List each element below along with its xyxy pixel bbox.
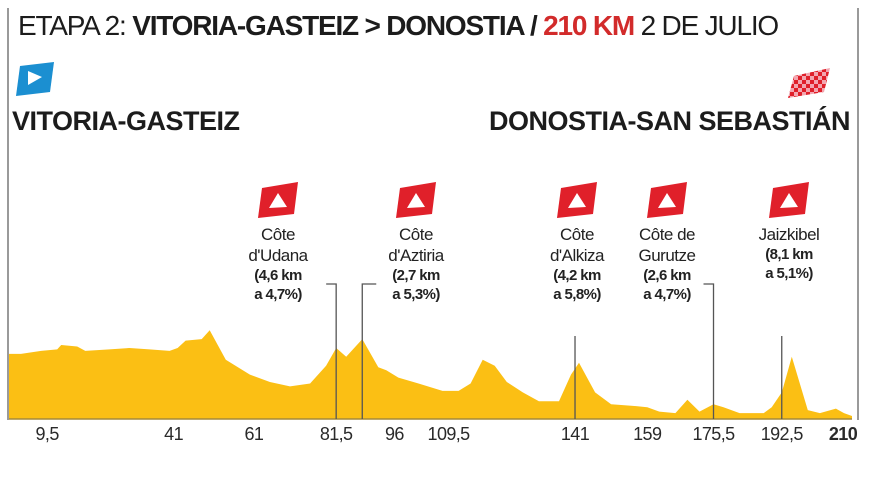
climb-name-line2: d'Alkiza: [549, 246, 605, 265]
stage-route: VITORIA-GASTEIZ > DONOSTIA /: [132, 10, 538, 41]
climb-gradient: a 4,7%): [643, 286, 691, 303]
x-tick-label: 159: [633, 424, 662, 444]
climb-length: (4,2 km: [553, 267, 601, 284]
x-tick-label: 141: [560, 424, 590, 444]
climb-name-line2: Gurutze: [638, 246, 696, 265]
left-border: [7, 8, 9, 420]
stage-title: ETAPA 2: VITORIA-GASTEIZ > DONOSTIA / 21…: [18, 8, 780, 44]
climb-name: Jaizkibel: [758, 225, 820, 244]
climb-name-line2: d'Udana: [248, 246, 308, 265]
climb-leader-line: [326, 283, 337, 419]
stage-distance: 210 KM: [543, 10, 635, 41]
climb-label: Côte d'Alkiza (4,2 km a 5,8%): [522, 180, 632, 304]
x-tick-label: 41: [164, 424, 183, 444]
x-tick-label: 81,5: [319, 424, 353, 444]
checkered-flag-icon: [788, 68, 830, 98]
x-tick-label: 192,5: [760, 424, 804, 444]
climb-gradient: a 5,3%): [392, 286, 440, 303]
climb-name: Côte: [560, 225, 594, 244]
start-flag-icon: [16, 62, 54, 96]
climb-leader-line: [361, 283, 377, 419]
stage-date: 2 DE JULIO: [640, 10, 780, 41]
x-tick-label: 210: [828, 424, 858, 444]
x-tick-label: 109,5: [427, 424, 471, 444]
climb-name: Côte de: [638, 225, 696, 244]
climb-name-line2: d'Aztiria: [388, 246, 444, 265]
stage-label: ETAPA 2:: [18, 10, 127, 41]
climb-gradient: a 5,1%): [765, 265, 813, 282]
finish-city: DONOSTIA-SAN SEBASTIÁN: [488, 106, 851, 136]
climb-name: Côte: [261, 225, 295, 244]
x-tick-label: 9,5: [35, 424, 60, 444]
mountain-climb-icon: [557, 182, 597, 218]
climb-gradient: a 5,8%): [553, 286, 601, 303]
climb-label: Jaizkibel (8,1 km a 5,1%): [734, 180, 844, 283]
x-tick-label: 61: [244, 424, 264, 444]
start-city: VITORIA-GASTEIZ: [12, 106, 240, 136]
climb-length: (2,7 km: [392, 267, 440, 284]
mountain-climb-icon: [647, 182, 687, 218]
climb-label: Côte de Gurutze (2,6 km a 4,7%): [612, 180, 722, 304]
climb-label: Côte d'Udana (4,6 km a 4,7%): [223, 180, 333, 304]
mountain-climb-icon: [769, 182, 809, 218]
climb-gradient: a 4,7%): [254, 286, 302, 303]
mountain-climb-icon: [258, 182, 298, 218]
mountain-climb-icon: [396, 182, 436, 218]
x-tick-label: 96: [384, 424, 404, 444]
right-border: [857, 8, 859, 420]
climb-length: (4,6 km: [254, 267, 302, 284]
climb-length: (8,1 km: [765, 246, 813, 263]
climb-length: (2,6 km: [643, 267, 691, 284]
climb-label: Côte d'Aztiria (2,7 km a 5,3%): [361, 180, 471, 304]
climb-leader-line: [703, 283, 715, 419]
x-tick-label: 175,5: [692, 424, 735, 444]
climb-name: Côte: [399, 225, 433, 244]
profile-area: [9, 330, 852, 419]
